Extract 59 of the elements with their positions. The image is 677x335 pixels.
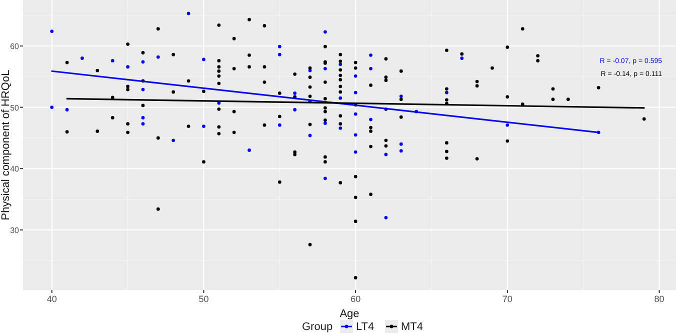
point xyxy=(202,58,206,62)
point xyxy=(460,56,464,60)
point xyxy=(65,108,69,112)
point xyxy=(354,150,358,154)
point xyxy=(278,123,282,127)
point xyxy=(141,122,145,126)
point xyxy=(338,96,342,100)
point xyxy=(324,122,327,125)
point xyxy=(308,134,312,138)
point xyxy=(248,148,251,152)
point xyxy=(506,123,510,127)
x-tick-label: 50 xyxy=(198,294,209,304)
point xyxy=(324,66,327,70)
point xyxy=(324,30,327,34)
point xyxy=(141,88,145,92)
point xyxy=(278,44,282,48)
point xyxy=(141,116,145,120)
point xyxy=(354,112,358,116)
legend-label: LT4 xyxy=(356,321,374,333)
point xyxy=(384,216,388,220)
point xyxy=(202,124,206,128)
point xyxy=(354,133,358,137)
y-tick-label: 60 xyxy=(10,42,20,51)
point xyxy=(110,59,114,62)
point xyxy=(338,62,342,66)
point xyxy=(324,176,327,180)
y-tick-label: 40 xyxy=(10,164,20,174)
point xyxy=(399,149,403,153)
point xyxy=(369,118,372,122)
legend-label: MT4 xyxy=(401,321,423,333)
point xyxy=(293,92,297,95)
point xyxy=(80,56,84,60)
point xyxy=(141,60,145,64)
point xyxy=(354,90,358,94)
y-tick-label: 50 xyxy=(10,103,20,112)
legend-title: Group xyxy=(302,321,333,333)
point xyxy=(399,94,403,98)
point xyxy=(338,126,342,130)
point xyxy=(399,142,403,146)
x-tick-label: 40 xyxy=(46,294,57,304)
point xyxy=(384,152,388,156)
point xyxy=(445,90,448,94)
x-axis-title: Age xyxy=(340,308,360,320)
point xyxy=(172,138,176,142)
y-tick-label: 30 xyxy=(10,226,20,235)
point xyxy=(354,74,358,78)
point xyxy=(369,53,372,57)
point xyxy=(126,65,130,69)
point xyxy=(278,52,282,56)
point xyxy=(186,12,190,16)
point xyxy=(369,66,372,70)
x-tick-label: 70 xyxy=(502,294,512,304)
x-tick-label: 60 xyxy=(350,294,361,304)
x-tick-label: 80 xyxy=(654,294,664,304)
y-axis-title: Physical component of HRQoL xyxy=(0,70,12,220)
point xyxy=(156,55,160,59)
point xyxy=(293,108,297,112)
point xyxy=(50,106,54,109)
point xyxy=(50,30,54,33)
